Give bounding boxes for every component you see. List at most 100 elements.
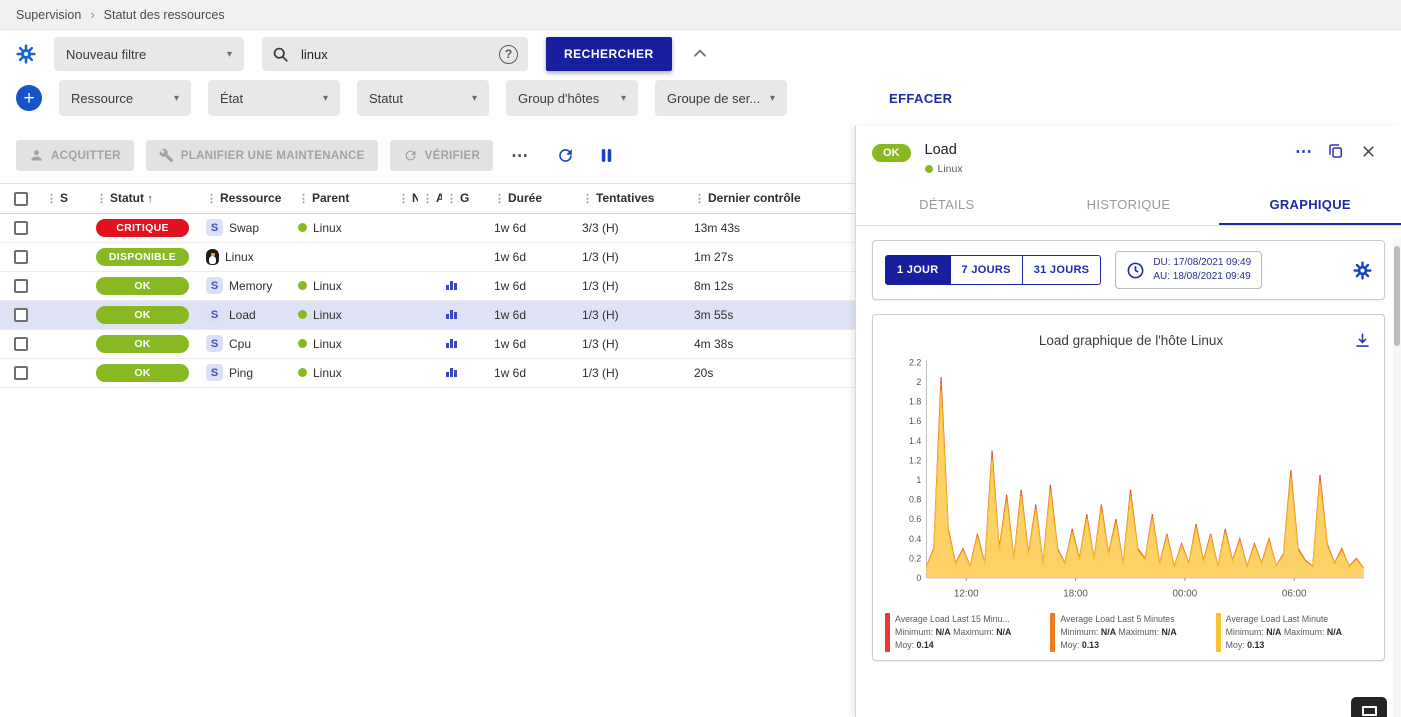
pause-refresh-icon[interactable] (597, 146, 616, 165)
saved-filter-select[interactable]: Nouveau filtre ▾ (54, 37, 244, 71)
load-chart[interactable]: 0 0.2 0.4 0.6 0.8 1 1.2 1.4 1.6 1.8 2 2.2 12:00 18:00… (885, 352, 1372, 605)
select-ressource[interactable]: Ressource ▾ (59, 80, 191, 116)
drag-handle-icon[interactable]: ⋮ (582, 193, 593, 206)
resource-name[interactable]: Load (229, 307, 256, 322)
row-checkbox[interactable] (14, 250, 28, 265)
select-label: Groupe de ser... (667, 90, 761, 106)
tab-historique[interactable]: HISTORIQUE (1086, 197, 1171, 212)
drag-handle-icon[interactable]: ⋮ (46, 193, 57, 206)
table-row[interactable]: OK S Ping Linux 1w 6d 1/3 (H) 20s (0, 358, 855, 388)
parent-name[interactable]: Linux (313, 278, 342, 293)
table-row[interactable]: OK S Memory Linux 1w 6d 1/3 (H) 8m 12s (0, 271, 855, 301)
graph-icon[interactable] (446, 338, 457, 348)
maintenance-button[interactable]: PLANIFIER UNE MAINTENANCE (145, 140, 378, 171)
select-groupe-services[interactable]: Groupe de ser... ▾ (655, 80, 787, 116)
resource-name[interactable]: Memory (229, 278, 273, 293)
row-checkbox[interactable] (14, 366, 28, 381)
row-checkbox[interactable] (14, 279, 28, 294)
legend-item[interactable]: Average Load Last Minute Minimum: N/A Max… (1215, 612, 1372, 653)
tab-details[interactable]: DÉTAILS (919, 197, 975, 212)
action-cell (418, 271, 442, 301)
help-icon[interactable]: ? (499, 44, 518, 64)
column-label: S (60, 191, 69, 206)
table-row[interactable]: OK S Cpu Linux 1w 6d 1/3 (H) 4m 38s (0, 329, 855, 359)
table-row[interactable]: DISPONIBLE Linux 1w 6d 1/3 (H) 1m 27s (0, 242, 855, 272)
drag-handle-icon[interactable]: ⋮ (494, 193, 505, 206)
table-row[interactable]: CRITIQUE S Swap Linux 1w 6d 3/3 (H) 13m 43s (0, 213, 855, 243)
graph-icon[interactable] (446, 280, 457, 290)
row-checkbox[interactable] (14, 221, 28, 236)
drag-handle-icon[interactable]: ⋮ (694, 193, 705, 206)
legend-min-max: Minimum: N/A Maximum: N/A (1225, 627, 1343, 637)
column-header-tentatives[interactable]: ⋮ Tentatives (578, 183, 690, 214)
table-row[interactable]: OK S Load Linux 1w 6d 1/3 (H) 3m 55s (0, 300, 855, 330)
row-checkbox[interactable] (14, 337, 28, 352)
panel-scrollbar-thumb[interactable] (1394, 246, 1400, 346)
check-button[interactable]: VÉRIFIER (389, 140, 494, 171)
drag-handle-icon[interactable]: ⋮ (96, 193, 107, 206)
more-actions-icon[interactable]: ⋯ (505, 146, 534, 166)
resource-name[interactable]: Ping (229, 365, 254, 380)
screen-cast-overlay-icon[interactable] (1351, 697, 1387, 717)
legend-item[interactable]: Average Load Last 5 Minutes Minimum: N/A … (1050, 612, 1206, 653)
column-header-s[interactable]: ⋮ S (42, 183, 92, 214)
acknowledge-button[interactable]: ACQUITTER (16, 140, 134, 171)
resource-name[interactable]: Cpu (229, 336, 252, 351)
legend-item[interactable]: Average Load Last 15 Minu... Minimum: N/A… (885, 612, 1041, 653)
filter-settings-gear-icon[interactable] (16, 44, 36, 64)
parent-name[interactable]: Linux (313, 365, 342, 380)
sort-asc-icon[interactable]: ↑ (147, 193, 153, 206)
period-31-days-button[interactable]: 31 JOURS (1022, 255, 1102, 285)
parent-name[interactable]: Linux (313, 220, 342, 235)
add-criteria-icon[interactable]: + (16, 85, 42, 111)
select-all-checkbox[interactable] (14, 191, 28, 206)
parent-name[interactable]: Linux (313, 336, 342, 351)
panel-scrollbar-track[interactable] (1393, 238, 1401, 717)
copy-link-icon[interactable] (1327, 142, 1345, 160)
graph-settings-gear-icon[interactable] (1353, 260, 1372, 280)
breadcrumb-item-current[interactable]: Statut des ressources (103, 7, 225, 22)
period-segmented-control: 1 JOUR 7 JOURS 31 JOURS (885, 255, 1102, 285)
column-header-g[interactable]: ⋮ G (442, 183, 490, 214)
column-header-dernier-contrôle[interactable]: ⋮ Dernier contrôle (690, 183, 855, 214)
resource-name[interactable]: Linux (225, 249, 254, 264)
clear-filters-button[interactable]: EFFACER (889, 90, 953, 106)
column-header-a[interactable]: ⋮A (418, 183, 442, 214)
drag-handle-icon[interactable]: ⋮ (422, 193, 433, 206)
search-box[interactable]: ? (262, 37, 528, 71)
chevron-down-icon: ▾ (322, 92, 328, 104)
select-etat[interactable]: État ▾ (208, 80, 340, 116)
drag-handle-icon[interactable]: ⋮ (298, 193, 309, 206)
period-1-day-button[interactable]: 1 JOUR (885, 255, 951, 285)
drag-handle-icon[interactable]: ⋮ (446, 193, 457, 206)
drag-handle-icon[interactable]: ⋮ (398, 193, 409, 206)
breadcrumb-item-supervision[interactable]: Supervision (16, 7, 82, 22)
export-chart-icon[interactable] (1353, 331, 1372, 350)
parent-name[interactable]: Linux (313, 307, 342, 322)
custom-period-box[interactable]: DU: 17/08/2021 09:49 AU: 18/08/2021 09:4… (1115, 251, 1263, 289)
row-checkbox[interactable] (14, 308, 28, 323)
select-groupe-hotes[interactable]: Group d'hôtes ▾ (506, 80, 638, 116)
graph-icon[interactable] (446, 367, 457, 377)
search-button[interactable]: RECHERCHER (546, 37, 672, 71)
drag-handle-icon[interactable]: ⋮ (206, 193, 217, 206)
column-header-n[interactable]: ⋮N (394, 183, 418, 214)
tab-graphique[interactable]: GRAPHIQUE (1219, 185, 1401, 225)
service-icon: S (206, 364, 223, 382)
last-check-cell: 8m 12s (690, 271, 855, 301)
close-panel-icon[interactable] (1360, 143, 1377, 160)
panel-more-actions-icon[interactable]: ⋯ (1295, 141, 1312, 161)
search-input[interactable] (299, 45, 459, 63)
select-statut[interactable]: Statut ▾ (357, 80, 489, 116)
resource-name[interactable]: Swap (229, 220, 260, 235)
severity-cell (42, 271, 92, 301)
panel-body: 1 JOUR 7 JOURS 31 JOURS DU: 17/08/2021 0… (856, 226, 1401, 675)
refresh-list-icon[interactable] (556, 146, 575, 165)
column-header-parent[interactable]: ⋮ Parent (294, 183, 394, 214)
column-header-durée[interactable]: ⋮ Durée (490, 183, 578, 214)
collapse-search-icon[interactable] (690, 44, 710, 64)
column-header-statut[interactable]: ⋮ Statut ↑ (92, 183, 202, 214)
column-header-ressource[interactable]: ⋮ Ressource (202, 183, 294, 214)
graph-icon[interactable] (446, 309, 457, 319)
period-7-days-button[interactable]: 7 JOURS (950, 255, 1023, 285)
